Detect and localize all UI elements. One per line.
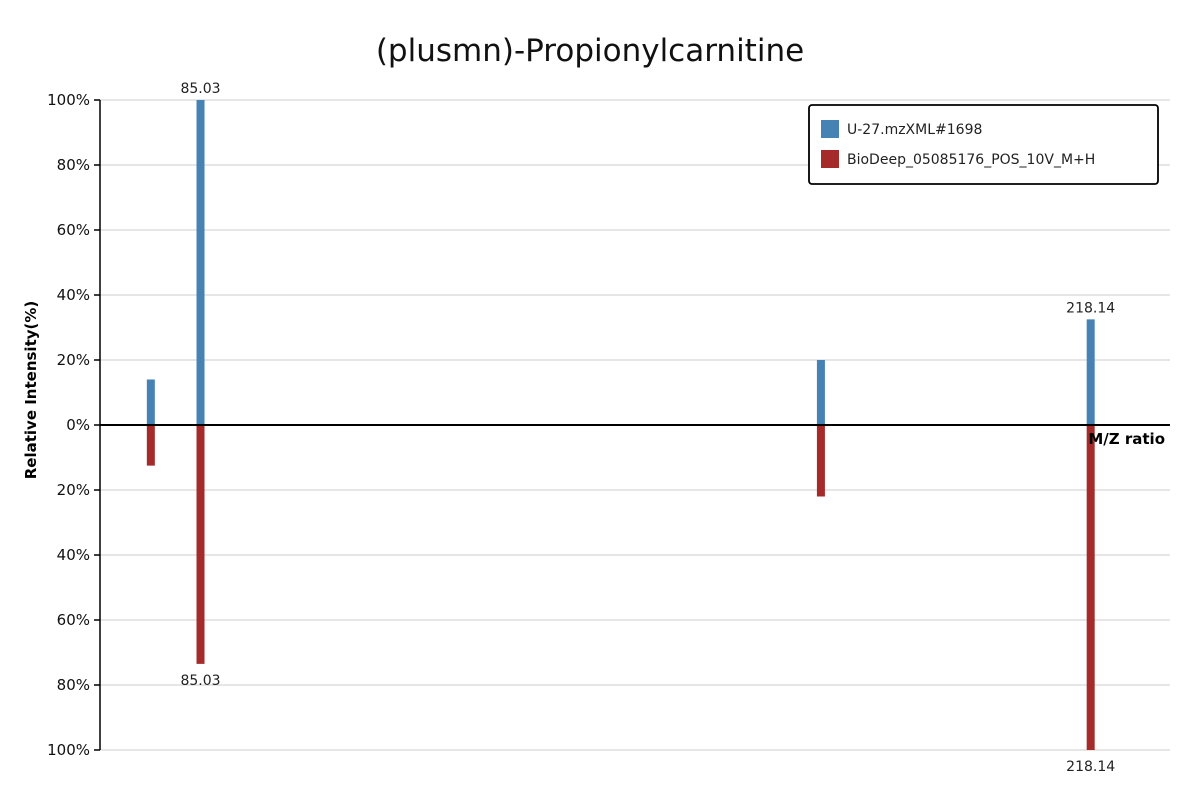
- peak-bars: [146, 100, 1095, 750]
- peak-bar-reference: [196, 425, 205, 664]
- y-tick-label: 100%: [47, 741, 90, 759]
- peak-bar-sample: [1086, 319, 1095, 425]
- legend-swatch-1: [821, 150, 839, 168]
- y-tick-label: 40%: [57, 286, 90, 304]
- grid-lines: [100, 99, 1170, 751]
- y-tick-label: 100%: [47, 91, 90, 109]
- peak-bar-sample: [146, 379, 155, 425]
- peak-label: 218.14: [1066, 759, 1115, 775]
- y-tick-label: 20%: [57, 481, 90, 499]
- peak-bar-sample: [196, 100, 205, 425]
- peak-label: 85.03: [180, 673, 220, 689]
- peak-labels: 85.03 218.14 85.03 218.14: [180, 81, 1115, 775]
- legend-label-1: BioDeep_05085176_POS_10V_M+H: [847, 152, 1095, 168]
- legend-box: [808, 104, 1159, 185]
- y-axis-ticks: 100% 80% 60% 40% 20% 0% 20% 40% 60% 80% 100%: [47, 91, 100, 759]
- peak-label: 218.14: [1066, 300, 1115, 316]
- y-tick-label: 60%: [57, 611, 90, 629]
- peak-label: 85.03: [180, 81, 220, 97]
- y-tick-label: 80%: [57, 156, 90, 174]
- peak-bar-reference: [1086, 425, 1095, 750]
- y-tick-label: 40%: [57, 546, 90, 564]
- peak-bar-reference: [146, 425, 155, 466]
- y-tick-label: 20%: [57, 351, 90, 369]
- legend: U-27.mzXML#1698 BioDeep_05085176_POS_10V…: [808, 104, 1159, 185]
- peak-bar-sample: [816, 360, 825, 425]
- y-tick-label: 80%: [57, 676, 90, 694]
- y-tick-label: 0%: [66, 416, 90, 434]
- peak-bar-reference: [816, 425, 825, 497]
- x-axis-label: M/Z ratio: [1088, 430, 1165, 448]
- y-axis-label: Relative Intensity(%): [22, 301, 40, 480]
- y-tick-label: 60%: [57, 221, 90, 239]
- chart-title: (plusmn)-Propionylcarnitine: [376, 33, 804, 69]
- legend-label-0: U-27.mzXML#1698: [847, 122, 982, 138]
- legend-swatch-0: [821, 120, 839, 138]
